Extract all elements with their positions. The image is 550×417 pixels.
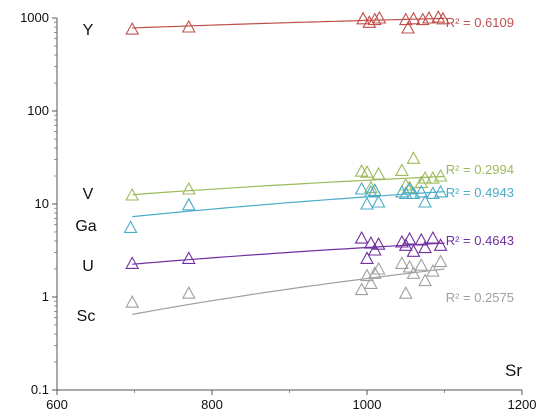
data-point-u [354, 230, 369, 244]
series-label-sc: Sc [77, 308, 96, 325]
data-point-u [433, 238, 448, 251]
series-label-u: U [82, 258, 94, 275]
data-point-ga [398, 186, 413, 199]
y-tick-label: 100 [27, 103, 49, 118]
x-tick-label: 1000 [353, 397, 382, 412]
data-point-sc [425, 263, 440, 277]
data-point-u [371, 237, 386, 250]
data-point-ga [371, 194, 386, 208]
data-point-u [418, 240, 433, 254]
data-point-sc [371, 261, 386, 275]
x-tick-label: 800 [201, 397, 223, 412]
trendline-v [132, 175, 445, 196]
data-point-ga [425, 186, 440, 199]
data-point-ga [414, 184, 429, 198]
data-point-ga [354, 181, 369, 195]
series-label-ga: Ga [75, 218, 96, 235]
data-point-sc [402, 259, 417, 273]
data-point-u [181, 251, 196, 264]
data-point-u [402, 231, 417, 245]
data-point-y [367, 12, 382, 26]
data-point-v [433, 168, 448, 182]
data-point-ga [360, 196, 374, 210]
data-point-sc [398, 286, 413, 299]
data-point-y [422, 10, 436, 24]
trendline-ga [132, 191, 445, 218]
x-tick-label: 1200 [508, 397, 537, 412]
data-point-sc [433, 254, 448, 268]
data-point-y [372, 10, 387, 24]
data-point-v [354, 164, 369, 177]
data-point-v [402, 180, 417, 194]
data-point-v [125, 187, 140, 201]
data-point-sc [414, 258, 429, 271]
data-point-y [398, 12, 413, 26]
trendline-y [132, 17, 445, 29]
data-point-sc [181, 286, 196, 299]
y-tick-label: 0.1 [31, 382, 49, 397]
y-tick-label: 1000 [20, 10, 49, 25]
data-point-sc [406, 266, 421, 279]
r-squared-label-ga: R² = 0.4943 [446, 185, 514, 200]
x-tick-label: 600 [46, 397, 68, 412]
data-point-ga [367, 183, 382, 196]
trendline-sc [132, 268, 445, 315]
r-squared-label-v: R² = 0.2994 [446, 162, 514, 177]
trendlines [132, 17, 445, 315]
data-point-sc [363, 276, 378, 289]
r-squared-label-y: R² = 0.6109 [446, 15, 514, 30]
data-point-sc [418, 273, 433, 287]
series-labels: Y R² = 0.6109 V R² = 0.2994 Ga R² = 0.4943 U R²… [75, 15, 514, 325]
data-point-ga [181, 197, 196, 211]
data-point-y [125, 21, 140, 35]
data-point-ga [123, 220, 138, 233]
data-point-v [394, 163, 409, 176]
data-point-v [414, 175, 429, 189]
data-point-v [371, 166, 386, 180]
data-point-v [406, 151, 421, 164]
data-point-sc [367, 266, 382, 279]
x-axis-label: Sr [505, 361, 522, 380]
data-point-ga [363, 184, 378, 198]
data-point-u [398, 238, 413, 251]
data-point-u [360, 251, 374, 264]
series-label-y: Y [83, 22, 94, 39]
data-point-y [401, 20, 416, 34]
data-point-y [356, 11, 371, 25]
data-point-y [435, 11, 450, 25]
data-point-v [418, 170, 433, 184]
data-point-u [125, 256, 140, 269]
data-point-y [362, 15, 377, 28]
data-point-u [363, 235, 378, 249]
trendline-u [132, 242, 445, 265]
data-point-y [406, 11, 421, 25]
data-point-u [414, 232, 429, 246]
data-point-u [425, 230, 440, 244]
r-squared-label-sc: R² = 0.2575 [446, 290, 514, 305]
data-point-y [415, 12, 430, 26]
data-point-v [360, 165, 374, 178]
data-point-sc [125, 295, 140, 308]
data-point-ga [406, 186, 421, 199]
axes: 0.1 1 10 100 1000 600 800 1000 1200 [20, 10, 536, 412]
series-label-v: V [83, 186, 94, 203]
data-point-ga [433, 184, 448, 198]
data-point-sc [354, 282, 369, 296]
y-tick-label: 10 [35, 196, 49, 211]
y-tick-label: 1 [42, 289, 49, 304]
data-point-y [181, 19, 196, 33]
data-points [123, 10, 450, 308]
data-point-u [406, 244, 421, 257]
data-point-ga [418, 194, 433, 208]
r-squared-label-u: R² = 0.4643 [446, 233, 514, 248]
data-point-v [181, 181, 196, 195]
data-point-sc [394, 256, 409, 269]
